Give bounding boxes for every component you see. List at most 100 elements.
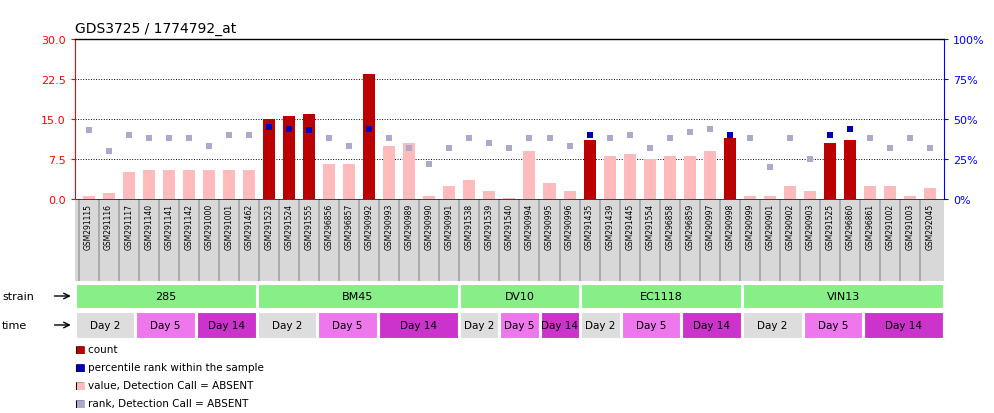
Bar	[744, 197, 755, 199]
Bar	[303, 114, 315, 199]
Text: Day 2: Day 2	[757, 320, 787, 330]
Text: Day 14: Day 14	[886, 320, 922, 330]
Text: ■: ■	[75, 344, 84, 354]
Text: GSM291117: GSM291117	[124, 204, 133, 249]
Bar	[76, 285, 255, 308]
Bar	[924, 189, 936, 199]
Bar	[684, 157, 696, 199]
Bar	[541, 313, 580, 338]
Text: Day 5: Day 5	[818, 320, 848, 330]
Text: Day 2: Day 2	[464, 320, 494, 330]
Bar	[623, 154, 636, 199]
Bar	[263, 120, 275, 199]
Bar	[864, 186, 876, 199]
Text: GSM290995: GSM290995	[545, 204, 554, 250]
Text: Day 14: Day 14	[400, 320, 437, 330]
Bar	[243, 170, 254, 199]
Text: GSM290992: GSM290992	[365, 204, 374, 250]
Text: ■ value, Detection Call = ABSENT: ■ value, Detection Call = ABSENT	[75, 380, 252, 389]
Bar	[102, 193, 114, 199]
Text: GSM290901: GSM290901	[765, 204, 774, 250]
Bar	[283, 117, 295, 199]
Bar	[744, 285, 943, 308]
Text: GSM290997: GSM290997	[706, 204, 715, 250]
Text: GSM290991: GSM290991	[444, 204, 454, 250]
Text: GSM290902: GSM290902	[785, 204, 794, 250]
Bar	[203, 170, 215, 199]
Text: strain: strain	[2, 291, 34, 301]
Text: ■: ■	[75, 380, 84, 389]
Bar	[544, 183, 556, 199]
Bar	[905, 197, 916, 199]
Bar	[564, 192, 576, 199]
Bar	[682, 313, 741, 338]
Text: ■ percentile rank within the sample: ■ percentile rank within the sample	[75, 362, 263, 372]
Text: GSM291142: GSM291142	[184, 204, 193, 249]
Text: VIN13: VIN13	[827, 291, 860, 301]
Bar	[621, 313, 680, 338]
Text: GSM291115: GSM291115	[84, 204, 93, 249]
Bar	[524, 152, 536, 199]
Text: GSM291538: GSM291538	[465, 204, 474, 249]
Bar	[581, 285, 741, 308]
Text: GSM291540: GSM291540	[505, 204, 514, 250]
Bar	[343, 165, 355, 199]
Bar	[122, 173, 134, 199]
Bar	[223, 170, 235, 199]
Text: GSM291000: GSM291000	[205, 204, 214, 250]
Bar	[76, 313, 134, 338]
Text: ■ count: ■ count	[75, 344, 117, 354]
Text: GSM290996: GSM290996	[565, 204, 575, 250]
Text: ■: ■	[75, 362, 84, 372]
Bar	[784, 186, 796, 199]
Bar	[136, 313, 195, 338]
Bar	[804, 192, 816, 199]
Bar	[824, 144, 836, 199]
Text: GSM291439: GSM291439	[605, 204, 614, 250]
Text: ■: ■	[75, 398, 84, 408]
Text: GSM296858: GSM296858	[665, 204, 674, 249]
Bar	[163, 170, 175, 199]
Bar	[865, 313, 943, 338]
Text: GSM296857: GSM296857	[345, 204, 354, 250]
Bar	[363, 74, 375, 199]
Bar	[844, 141, 856, 199]
Text: BM45: BM45	[342, 291, 374, 301]
Text: DV10: DV10	[505, 291, 535, 301]
Text: Day 5: Day 5	[332, 320, 363, 330]
Text: GSM291140: GSM291140	[144, 204, 153, 249]
Bar	[443, 186, 455, 199]
Text: GSM291555: GSM291555	[304, 204, 313, 250]
Bar	[323, 165, 335, 199]
Text: GSM296859: GSM296859	[685, 204, 694, 250]
Text: ■ rank, Detection Call = ABSENT: ■ rank, Detection Call = ABSENT	[75, 398, 248, 408]
Text: GSM290998: GSM290998	[726, 204, 735, 250]
Bar	[764, 197, 776, 199]
Text: Day 5: Day 5	[636, 320, 666, 330]
Text: EC1118: EC1118	[640, 291, 683, 301]
Text: Day 14: Day 14	[693, 320, 731, 330]
Bar	[197, 313, 255, 338]
Bar	[885, 186, 897, 199]
Text: time: time	[2, 320, 27, 330]
Text: GDS3725 / 1774792_at: GDS3725 / 1774792_at	[75, 22, 236, 36]
Text: GSM290989: GSM290989	[405, 204, 414, 250]
Text: GSM290999: GSM290999	[746, 204, 754, 250]
Text: GSM291524: GSM291524	[284, 204, 293, 249]
Bar	[500, 313, 539, 338]
Bar	[143, 170, 155, 199]
Text: Day 14: Day 14	[542, 320, 579, 330]
Bar	[724, 138, 736, 199]
Text: Day 2: Day 2	[585, 320, 615, 330]
Bar	[423, 197, 435, 199]
Text: GSM291002: GSM291002	[886, 204, 895, 249]
Text: Day 2: Day 2	[271, 320, 302, 330]
Bar	[581, 313, 619, 338]
Text: GSM291523: GSM291523	[264, 204, 273, 249]
Bar	[644, 159, 656, 199]
Text: Day 5: Day 5	[504, 320, 535, 330]
Text: GSM291003: GSM291003	[906, 204, 914, 250]
Bar	[460, 313, 498, 338]
Bar	[704, 152, 716, 199]
Bar	[463, 181, 475, 199]
